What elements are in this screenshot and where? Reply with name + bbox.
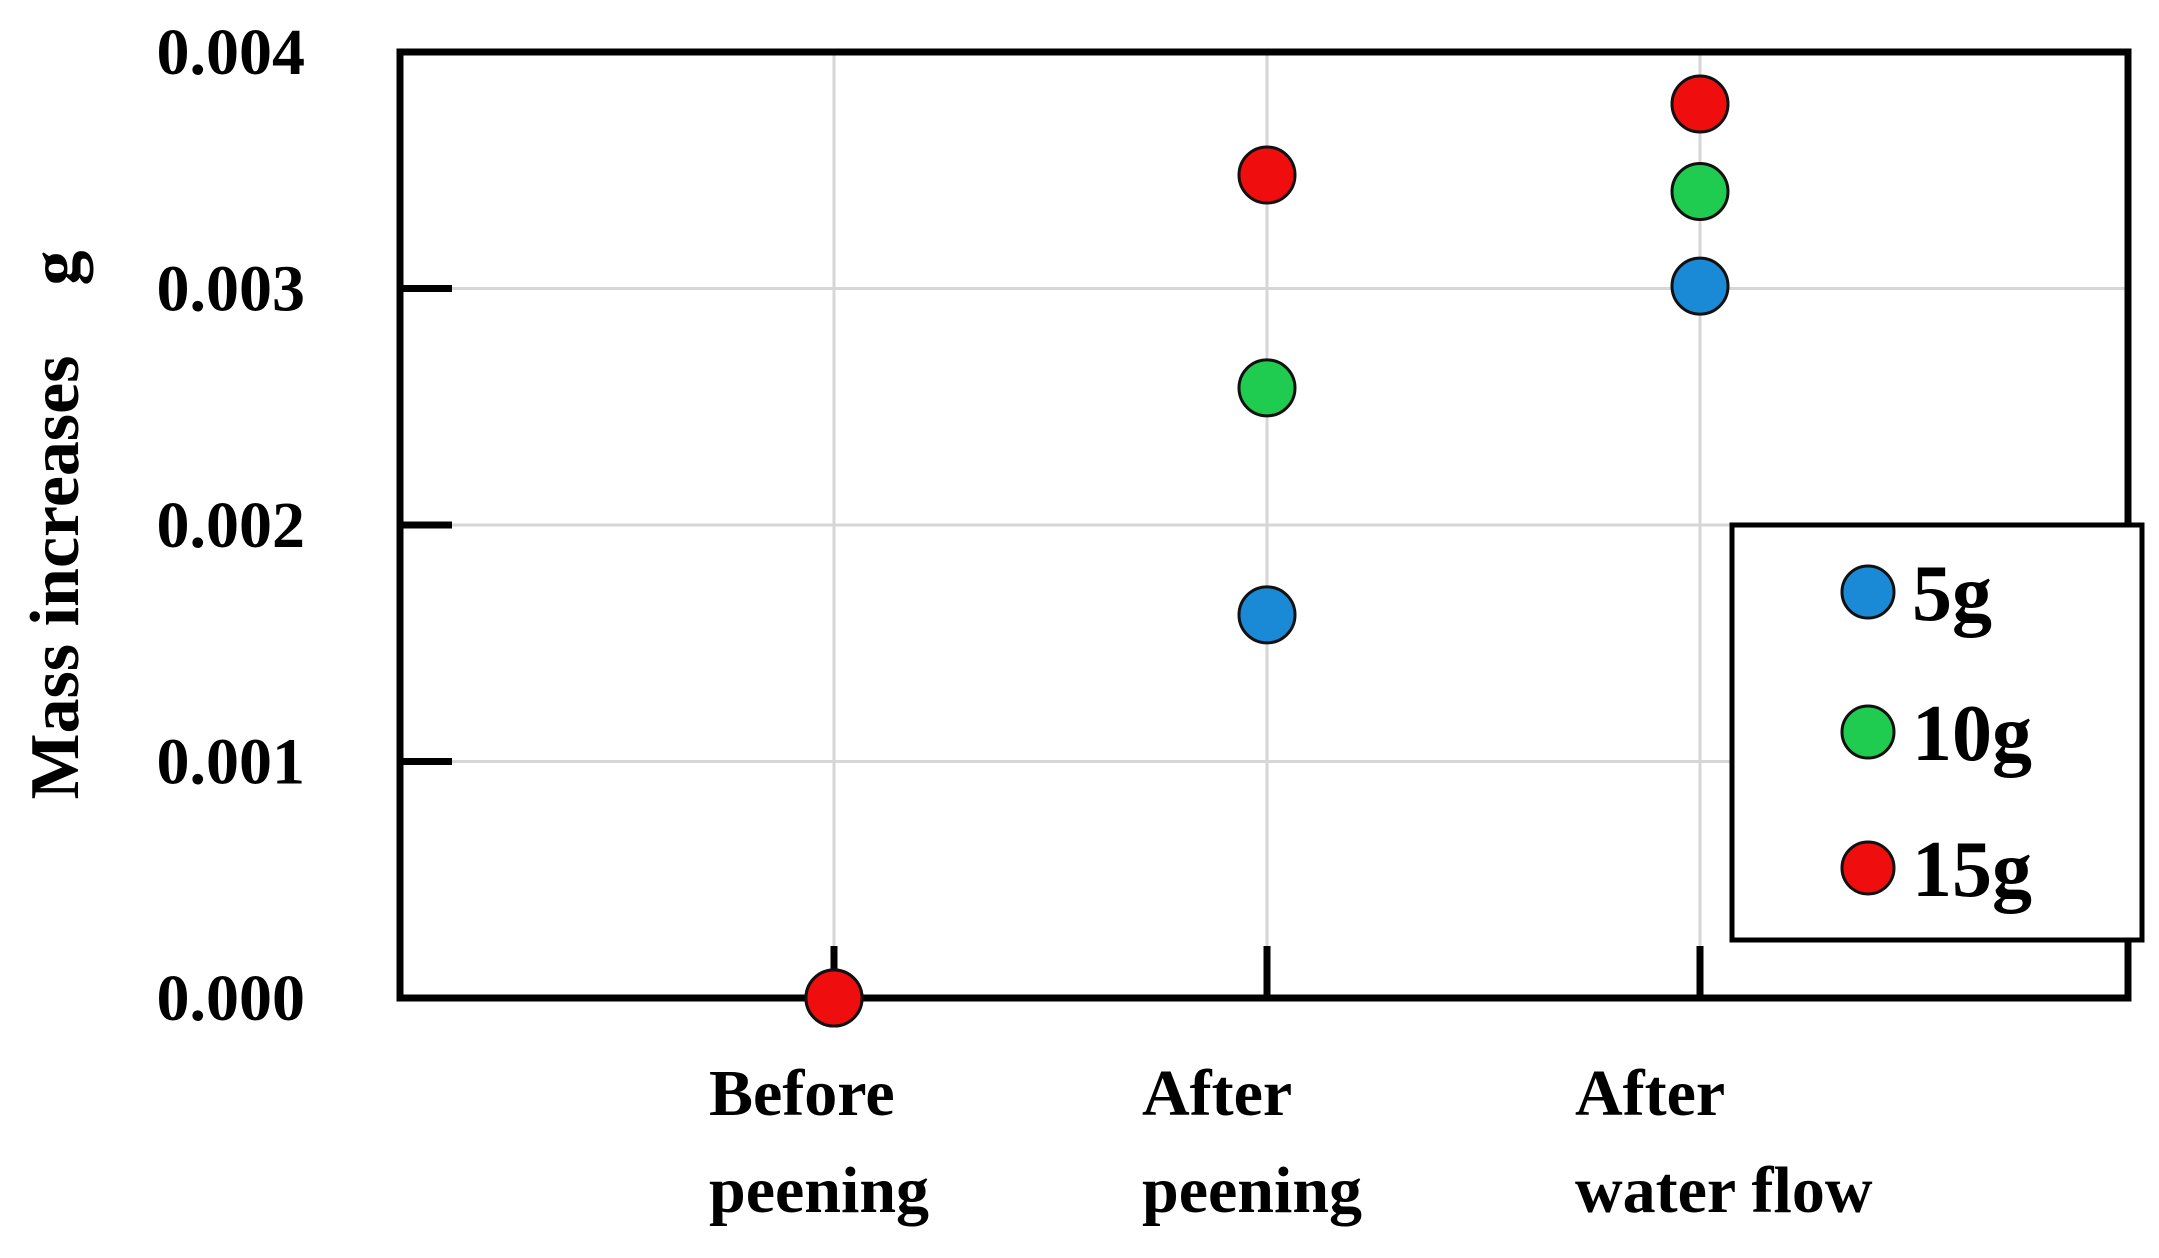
y-tick-labels: 0.000 0.001 0.002 0.003 0.004: [157, 16, 306, 1035]
x-category-label: After peening: [1142, 1057, 1362, 1227]
x-category-label: After water flow: [1575, 1057, 1873, 1227]
legend-marker-15g: [1840, 840, 1896, 896]
x-category-labels: Before peening After peening After water flow: [709, 1057, 1873, 1227]
x-category-label: Before peening: [709, 1057, 929, 1227]
data-points: [804, 74, 1730, 1028]
point-15g-after-peening: [1237, 145, 1297, 205]
legend: 5g 10g 15g: [1729, 522, 2145, 943]
point-15g-after-water-flow: [1670, 74, 1730, 134]
y-tick-label: 0.003: [157, 253, 306, 326]
y-tick-label: 0.000: [157, 962, 306, 1035]
legend-box: [1729, 522, 2145, 943]
legend-marker-10g: [1840, 704, 1896, 760]
axis-ticks: [400, 285, 1704, 998]
legend-label-15g: 15g: [1912, 826, 2032, 914]
point-10g-after-water-flow: [1670, 162, 1730, 222]
legend-label-5g: 5g: [1912, 550, 1992, 638]
point-5g-after-peening: [1237, 585, 1297, 645]
legend-label-10g: 10g: [1912, 690, 2032, 778]
legend-marker-5g: [1840, 564, 1896, 620]
y-tick-label: 0.004: [157, 16, 306, 89]
point-15g-before-peening: [804, 968, 864, 1028]
y-tick-label: 0.002: [157, 489, 306, 562]
point-10g-after-peening: [1237, 358, 1297, 418]
point-5g-after-water-flow: [1670, 256, 1730, 316]
y-axis-title: Mass increases g: [17, 251, 94, 800]
y-tick-label: 0.001: [157, 726, 306, 799]
